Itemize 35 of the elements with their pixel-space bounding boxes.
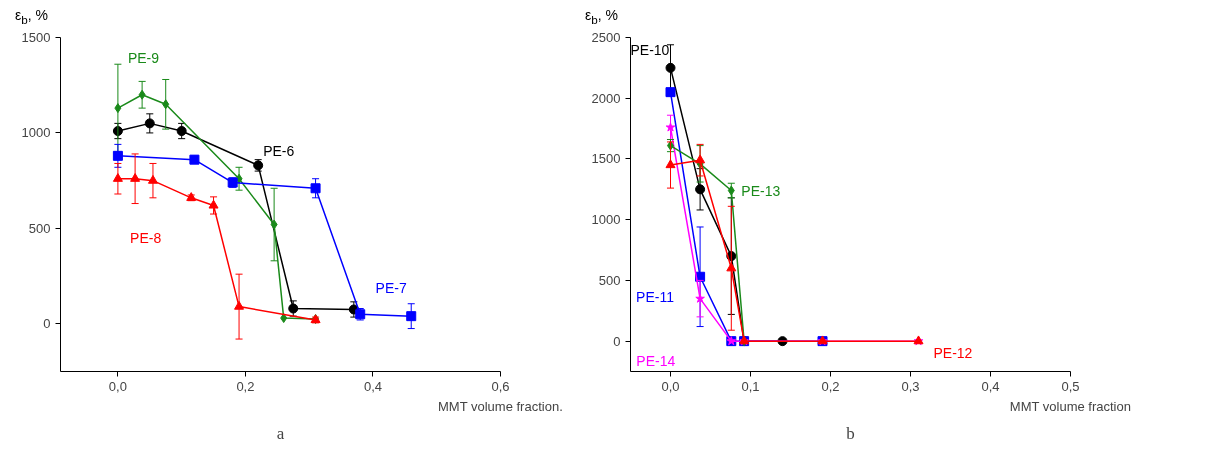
y-tick-label: 0 <box>613 333 621 349</box>
y-tick-label: 2000 <box>591 90 621 106</box>
x-tick-label: 0,2 <box>821 378 840 394</box>
x-tick-label: 0,0 <box>108 378 127 394</box>
text: PE-8 <box>130 229 162 246</box>
x-tick-label: 0,1 <box>741 378 760 394</box>
x-tick-label: 0,5 <box>1061 378 1080 394</box>
y-tick-label: 1000 <box>21 125 51 141</box>
text: PE-14 <box>636 353 676 370</box>
y-tick-label: 2500 <box>591 30 621 45</box>
x-tick-label: 0,6 <box>491 378 510 394</box>
series-label: PE-10 <box>630 41 670 58</box>
series-label: PE-13 <box>741 182 781 199</box>
series-label: PE-7 <box>375 280 407 297</box>
x-tick-label: 0,3 <box>901 378 920 394</box>
x-axis-title: MMT volume fraction <box>1009 398 1131 414</box>
text: PE-9 <box>127 50 160 67</box>
text: b <box>846 423 855 443</box>
x-tick-label: 0,4 <box>363 378 383 394</box>
x-tick-label: 0,0 <box>661 378 680 394</box>
y-tick-label: 500 <box>28 220 51 236</box>
y-axis-title: ε$_{b}$, % <box>15 7 48 26</box>
series-label: PE-11 <box>636 288 675 305</box>
x-tick-label: 0,2 <box>236 378 255 394</box>
y-tick-label: 1500 <box>21 30 51 45</box>
y-axis-title: ε$_{b}$, % <box>585 7 618 26</box>
y-tick-label: 1500 <box>591 151 621 167</box>
text: a <box>276 423 285 443</box>
y-tick-label: 1000 <box>591 212 621 228</box>
y-tick-label: 0 <box>43 316 51 332</box>
series-label: PE-12 <box>933 345 973 362</box>
series-label: PE-6 <box>263 143 295 160</box>
y-tick-label: 500 <box>598 272 621 288</box>
x-tick-label: 0,4 <box>981 378 1000 394</box>
x-axis-title: MMT volume fraction. <box>438 398 563 414</box>
